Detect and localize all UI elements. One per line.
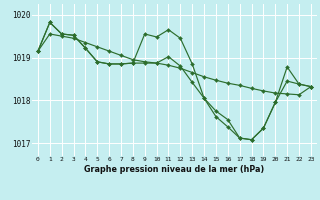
X-axis label: Graphe pression niveau de la mer (hPa): Graphe pression niveau de la mer (hPa) [84,165,265,174]
